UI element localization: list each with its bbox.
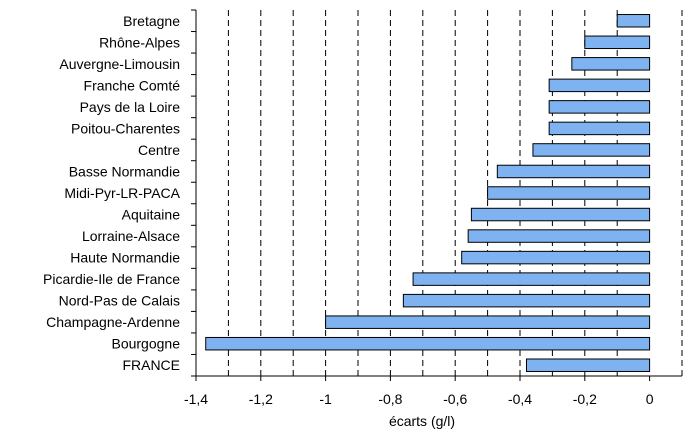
bar-pays-de-la-loire — [548, 100, 651, 114]
bar-bourgogne — [205, 336, 651, 351]
category-label: Picardie-Ile de France — [43, 271, 180, 287]
bar-basse-normandie — [496, 164, 651, 179]
x-tick-label: 0 — [646, 391, 654, 407]
category-label: FRANCE — [122, 357, 180, 373]
category-label: Poitou-Charentes — [71, 120, 180, 136]
bar-midi-pyr-lr-paca — [487, 186, 651, 200]
x-tick-label: -0,8 — [378, 391, 402, 407]
bar-nord-pas-de-calais — [402, 293, 651, 308]
bar-lorraine-alsace — [467, 229, 651, 243]
bar-champagne-ardenne — [325, 315, 651, 329]
category-label: Midi-Pyr-LR-PACA — [64, 185, 180, 201]
category-label: Bourgogne — [111, 336, 180, 352]
bar-bretagne — [616, 14, 651, 28]
x-tick-label: -0,2 — [573, 391, 597, 407]
category-label: Lorraine-Alsace — [82, 228, 180, 244]
x-tick-label: -0,6 — [443, 391, 467, 407]
category-labels: Bretagne Rhône-Alpes Auvergne-Limousin Fran… — [43, 13, 181, 373]
x-axis-title: écarts (g/l) — [389, 413, 455, 429]
bar-haute-normandie — [461, 250, 651, 265]
bar-aquitaine — [470, 207, 651, 222]
category-label: Champagne-Ardenne — [46, 314, 180, 330]
x-tick-labels: -1,4 -1,2 -1 -0,8 -0,6 -0,4 -0,2 0 — [184, 391, 654, 407]
category-label: Haute Normandie — [70, 250, 180, 266]
category-label: Pays de la Loire — [80, 99, 181, 115]
category-label: Franche Comté — [84, 77, 181, 93]
category-label: Nord-Pas de Calais — [59, 293, 180, 309]
category-label: Centre — [138, 142, 180, 158]
bar-france — [525, 358, 651, 372]
category-label: Rhône-Alpes — [99, 34, 180, 50]
bar-picardie-ile-de-france — [412, 272, 651, 286]
bar-franche-comt- — [548, 78, 651, 93]
category-label: Basse Normandie — [69, 163, 180, 179]
bar-centre — [532, 143, 651, 157]
axes — [191, 9, 682, 381]
category-label: Bretagne — [123, 13, 180, 29]
category-label: Auvergne-Limousin — [59, 56, 180, 72]
x-tick-label: -1,2 — [249, 391, 273, 407]
category-label: Aquitaine — [122, 207, 181, 223]
x-tick-label: -1 — [319, 391, 332, 407]
x-tick-label: -0,4 — [508, 391, 532, 407]
bar-auvergne-limousin — [571, 57, 651, 71]
bar-rh-ne-alpes — [584, 35, 651, 50]
bars — [205, 14, 651, 372]
bar-poitou-charentes — [548, 121, 651, 136]
x-tick-label: -1,4 — [184, 391, 208, 407]
